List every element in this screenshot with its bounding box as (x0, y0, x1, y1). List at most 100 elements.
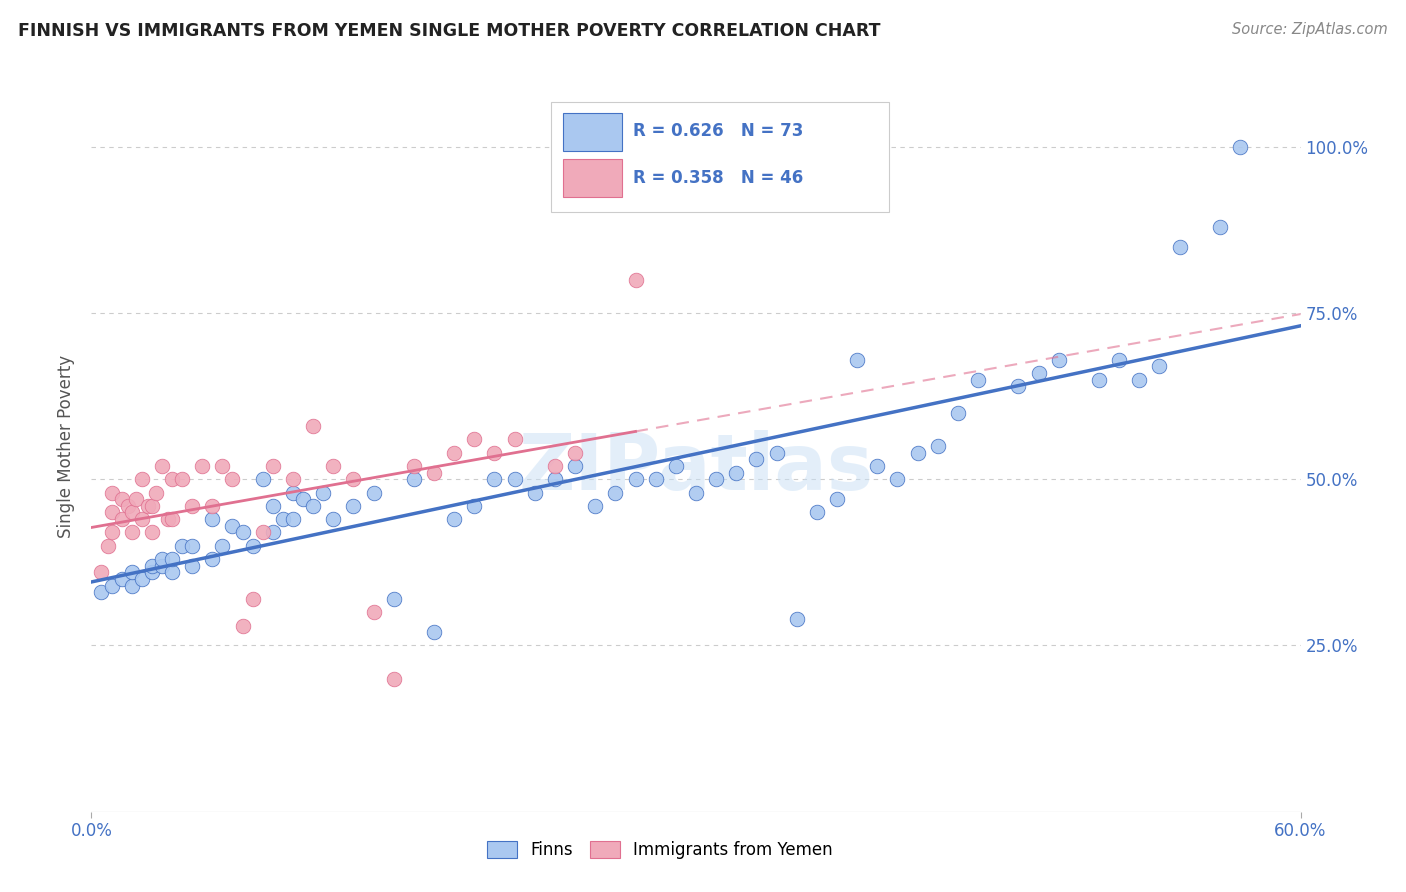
Point (363, 485, 385, 500)
Point (111, 572, 132, 586)
Text: R = 0.358   N = 46: R = 0.358 N = 46 (633, 169, 803, 186)
Point (136, 499, 159, 513)
Point (125, 492, 148, 507)
Point (131, 472, 153, 486)
Point (1209, 219, 1232, 234)
FancyBboxPatch shape (562, 113, 623, 152)
FancyBboxPatch shape (551, 103, 890, 212)
Point (605, 485, 627, 500)
Point (967, 372, 990, 386)
Point (463, 433, 485, 447)
Point (624, 273, 647, 287)
Point (402, 458, 425, 473)
Text: ZIPatlas: ZIPatlas (519, 430, 873, 506)
Point (1229, 140, 1251, 154)
Point (322, 512, 344, 526)
Point (191, 458, 214, 473)
Point (725, 466, 748, 480)
Point (423, 466, 446, 480)
Point (242, 591, 264, 606)
Point (523, 485, 546, 500)
Point (131, 572, 153, 586)
FancyBboxPatch shape (562, 160, 623, 197)
Point (806, 506, 828, 520)
Point (96, 539, 118, 553)
Point (544, 472, 567, 486)
Point (121, 525, 143, 540)
Point (121, 506, 143, 520)
Point (111, 492, 132, 507)
Point (100, 485, 122, 500)
Point (90, 585, 112, 599)
Point (271, 512, 294, 526)
Point (312, 485, 335, 500)
Point (503, 433, 526, 447)
Point (786, 612, 808, 626)
Point (160, 552, 183, 566)
Point (181, 539, 204, 553)
Point (946, 406, 969, 420)
Point (90, 566, 112, 580)
Point (181, 558, 204, 573)
Point (443, 445, 465, 459)
Point (564, 458, 586, 473)
Point (231, 618, 253, 632)
Point (1028, 366, 1050, 380)
Point (382, 672, 405, 686)
Point (564, 445, 586, 459)
Point (172, 472, 194, 486)
Point (100, 579, 122, 593)
Point (825, 492, 848, 507)
Point (704, 472, 727, 486)
Point (907, 445, 929, 459)
Y-axis label: Single Mother Poverty: Single Mother Poverty (58, 354, 76, 538)
Text: FINNISH VS IMMIGRANTS FROM YEMEN SINGLE MOTHER POVERTY CORRELATION CHART: FINNISH VS IMMIGRANTS FROM YEMEN SINGLE … (18, 22, 880, 40)
Point (302, 419, 325, 434)
Point (221, 472, 243, 486)
Point (402, 472, 425, 486)
Point (363, 605, 385, 619)
Point (583, 499, 606, 513)
Point (1149, 359, 1171, 374)
Point (1047, 352, 1070, 367)
Point (221, 518, 243, 533)
Point (111, 512, 132, 526)
Legend: Finns, Immigrants from Yemen: Finns, Immigrants from Yemen (481, 834, 839, 865)
Point (262, 458, 284, 473)
Point (145, 485, 167, 500)
Point (382, 591, 405, 606)
Point (281, 472, 304, 486)
Point (1128, 372, 1150, 386)
Point (160, 472, 183, 486)
Point (484, 472, 506, 486)
Point (100, 506, 122, 520)
Point (302, 499, 325, 513)
Point (503, 472, 526, 486)
Point (100, 525, 122, 540)
Point (544, 458, 567, 473)
Point (665, 458, 688, 473)
Point (252, 472, 274, 486)
Point (141, 566, 163, 580)
Point (160, 566, 183, 580)
Point (262, 525, 284, 540)
Point (644, 472, 666, 486)
Point (156, 512, 179, 526)
Point (141, 558, 163, 573)
Point (292, 492, 315, 507)
Point (463, 499, 485, 513)
Point (201, 552, 224, 566)
Point (181, 499, 204, 513)
Point (1108, 352, 1130, 367)
Point (745, 452, 768, 467)
Point (281, 485, 304, 500)
Point (342, 472, 364, 486)
Point (150, 558, 173, 573)
Point (886, 472, 908, 486)
Point (121, 579, 143, 593)
Point (141, 525, 163, 540)
Point (121, 566, 143, 580)
Point (131, 512, 153, 526)
Point (211, 458, 233, 473)
Point (160, 512, 183, 526)
